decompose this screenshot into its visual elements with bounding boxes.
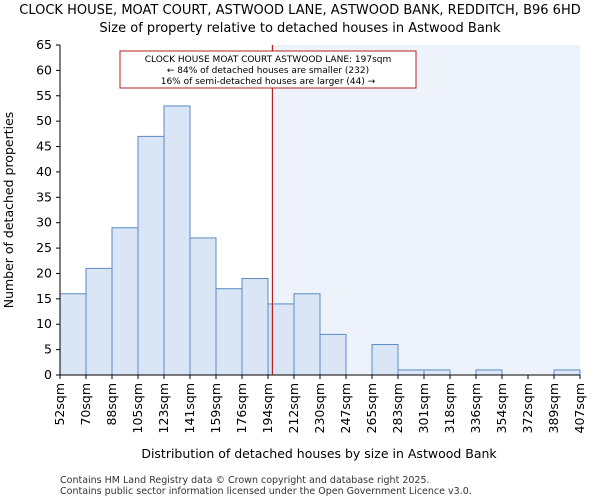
x-tick-label: 301sqm [416,383,431,433]
histogram-bar [423,369,451,376]
y-tick-label: 45 [36,139,52,154]
x-tick-label: 159sqm [208,383,223,433]
footer-line-1: Contains HM Land Registry data © Crown c… [60,475,430,486]
y-tick-label: 35 [36,189,52,204]
x-tick-label: 336sqm [468,383,483,433]
histogram-bar [397,369,425,376]
x-tick-label: 265sqm [364,383,379,433]
y-tick-label: 15 [36,291,52,306]
histogram-bar [475,369,503,376]
histogram-bar [319,333,347,376]
y-tick-label: 25 [36,240,52,255]
histogram-bar [189,237,217,376]
x-tick-label: 318sqm [442,383,457,433]
y-tick-label: 50 [36,113,52,128]
y-tick-label: 5 [44,342,52,357]
x-tick-label: 354sqm [494,383,509,433]
x-tick-label: 141sqm [182,383,197,433]
x-tick-label: 176sqm [234,383,249,433]
annotation-border [119,50,417,89]
histogram-bar [293,293,321,376]
y-tick-label: 40 [36,164,52,179]
annotation-line-3: 16% of semi-detached houses are larger (… [161,77,376,87]
y-tick-label: 60 [36,62,52,77]
annotation-line-2: ← 84% of detached houses are smaller (23… [167,66,369,76]
x-axis-ticks: 52sqm 70sqm 88sqm 105sqm 123sqm 141sqm 159sqm 1… [52,375,587,433]
y-tick-label: 55 [36,88,52,103]
histogram-bar [111,227,139,376]
x-tick-label: 407sqm [572,383,587,433]
x-tick-label: 389sqm [546,383,561,433]
histogram-bar [241,278,269,376]
histogram-bar [371,344,399,376]
x-tick-label: 88sqm [104,383,119,426]
y-tick-label: 20 [36,265,52,280]
x-tick-label: 123sqm [156,383,171,433]
x-tick-label: 372sqm [520,383,535,433]
highlight-region [272,45,580,375]
y-axis-ticks: 0 5 10 15 20 25 30 35 40 45 50 55 60 65 [36,37,60,382]
histogram-bar [553,369,581,376]
x-tick-label: 212sqm [286,383,301,433]
x-tick-label: 230sqm [312,383,327,433]
chart-title: CLOCK HOUSE, MOAT COURT, ASTWOOD LANE, A… [19,3,580,18]
x-axis-label: Distribution of detached houses by size … [141,446,497,461]
y-tick-label: 10 [36,316,52,331]
x-tick-label: 52sqm [52,383,67,426]
y-tick-label: 65 [36,37,52,52]
x-tick-label: 70sqm [78,383,93,426]
chart-subtitle: Size of property relative to detached ho… [99,21,501,36]
y-tick-label: 0 [44,367,52,382]
histogram-bar [59,293,87,376]
annotation-box: CLOCK HOUSE MOAT COURT ASTWOOD LANE: 197… [119,50,417,89]
x-tick-label: 105sqm [130,383,145,433]
histogram-bar [163,105,191,376]
y-tick-label: 30 [36,215,52,230]
x-tick-label: 247sqm [338,383,353,433]
x-tick-label: 283sqm [390,383,405,433]
y-axis-label: Number of detached properties [1,112,16,309]
histogram-bar [137,135,165,376]
annotation-line-1: CLOCK HOUSE MOAT COURT ASTWOOD LANE: 197… [145,55,392,65]
histogram-bar [215,288,243,376]
histogram-bar [85,267,113,376]
x-tick-label: 194sqm [260,383,275,433]
footer-line-2: Contains public sector information licen… [60,486,472,497]
